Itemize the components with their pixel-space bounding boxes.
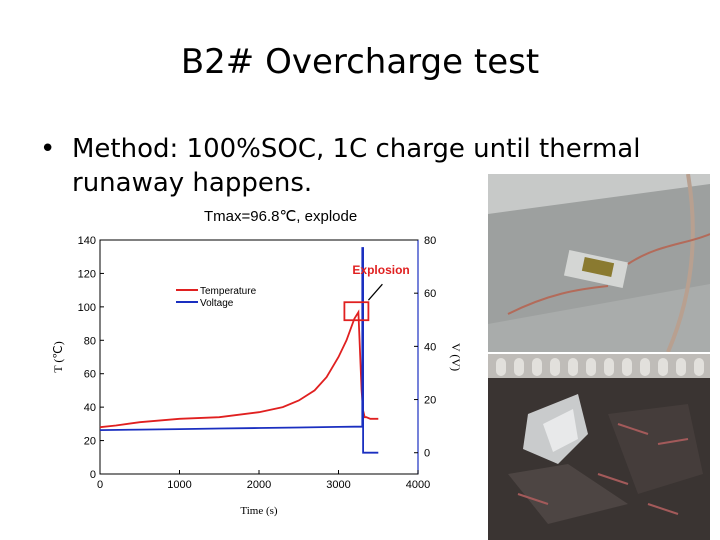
y-right-tick-label: 20 <box>424 395 436 407</box>
y-left-tick-label: 60 <box>84 369 96 381</box>
x-tick-label: 0 <box>97 479 103 491</box>
x-tick-label: 2000 <box>247 479 271 491</box>
y-left-tick-label: 100 <box>78 302 96 314</box>
explosion-marker-box <box>343 301 370 322</box>
explosion-annotation-label: Explosion <box>352 263 409 277</box>
x-tick-label: 4000 <box>406 479 430 491</box>
overcharge-chart: 0 1000 2000 3000 4000 0 20 40 60 80 100 120 140 0 20 40… <box>51 235 460 517</box>
y-right-axis-label: V (V) <box>449 343 460 371</box>
y-left-tick-label: 140 <box>78 235 96 247</box>
battery-before-test-photo <box>488 174 710 352</box>
legend-label-voltage: Voltage <box>200 298 234 309</box>
battery-after-explosion-photo <box>488 354 710 540</box>
legend-label-temperature: Temperature <box>200 286 257 297</box>
x-axis-label: Time (s) <box>240 505 278 517</box>
y-left-tick-label: 0 <box>90 469 96 481</box>
series-line-voltage <box>99 247 379 454</box>
y-right-tick-label: 40 <box>424 341 436 353</box>
y-left-tick-label: 80 <box>84 335 96 347</box>
y-left-tick-label: 20 <box>84 436 96 448</box>
x-tick-label: 3000 <box>326 479 350 491</box>
bullet-symbol: • <box>40 134 56 164</box>
y-left-tick-label: 40 <box>84 402 96 414</box>
y-right-tick-label: 80 <box>424 235 436 247</box>
y-right-tick-label: 0 <box>424 448 430 460</box>
y-right-tick-label: 60 <box>424 288 436 300</box>
y-left-tick-label: 120 <box>78 268 96 280</box>
method-text: Method: 100%SOC, 1C charge until thermal… <box>72 134 641 198</box>
y-left-axis-label: T (℃) <box>51 341 65 373</box>
x-tick-label: 1000 <box>167 479 191 491</box>
explosion-pointer <box>367 283 383 301</box>
tmax-caption: Tmax=96.8℃, explode <box>204 208 358 225</box>
slide-title: B2# Overcharge test <box>180 42 540 82</box>
series-line-temperature <box>99 309 379 429</box>
